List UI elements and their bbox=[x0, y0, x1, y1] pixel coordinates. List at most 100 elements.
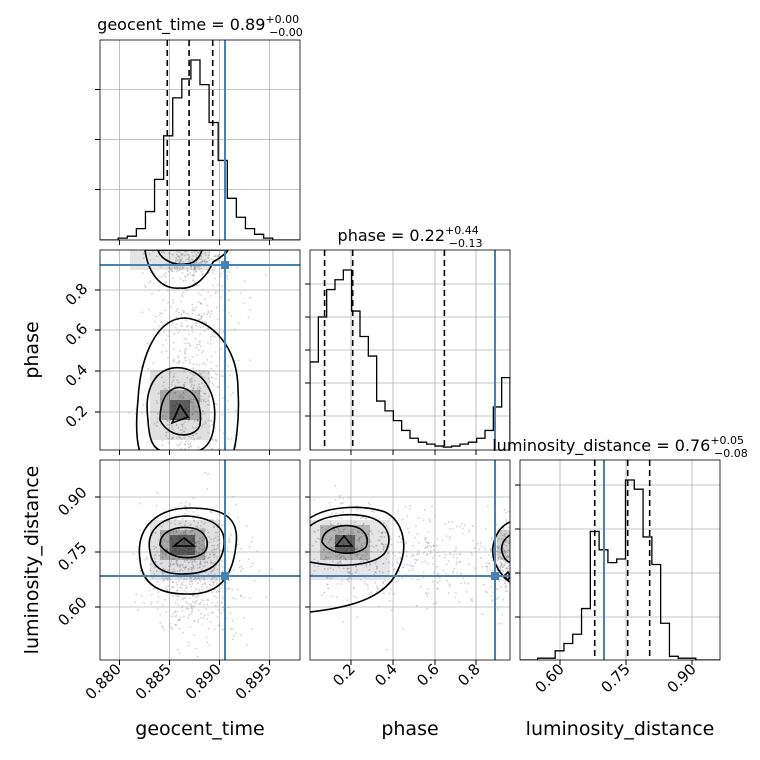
sample-point bbox=[190, 566, 192, 569]
sample-point bbox=[164, 515, 167, 518]
sample-point bbox=[134, 413, 137, 415]
sample-point bbox=[178, 360, 180, 362]
sample-point bbox=[176, 379, 179, 381]
sample-point bbox=[201, 623, 204, 625]
sample-point bbox=[514, 565, 516, 567]
sample-point bbox=[512, 546, 514, 548]
sample-point bbox=[217, 535, 219, 538]
sample-point bbox=[161, 385, 164, 387]
sample-point bbox=[159, 622, 162, 624]
sample-point bbox=[174, 615, 177, 618]
joint-geocent-time-phase-panel bbox=[95, 219, 301, 479]
sample-point bbox=[149, 563, 152, 566]
sample-point bbox=[484, 590, 487, 593]
sample-point bbox=[348, 567, 350, 570]
sample-point bbox=[507, 564, 510, 567]
sample-point bbox=[179, 553, 181, 556]
sample-point bbox=[328, 541, 330, 543]
sample-point bbox=[178, 565, 181, 568]
sample-point bbox=[445, 572, 447, 575]
sample-point bbox=[204, 422, 207, 425]
sample-point bbox=[366, 553, 368, 555]
sample-point bbox=[199, 326, 202, 329]
sample-point bbox=[388, 518, 390, 520]
sample-point bbox=[180, 325, 182, 327]
sample-point bbox=[146, 557, 149, 560]
sample-point bbox=[191, 560, 194, 563]
sample-point bbox=[199, 341, 201, 344]
sample-point bbox=[191, 563, 194, 566]
sample-point bbox=[496, 559, 499, 562]
sample-point bbox=[329, 523, 332, 525]
sample-point bbox=[154, 554, 156, 556]
sample-point bbox=[181, 581, 184, 584]
sample-point bbox=[194, 236, 196, 238]
sample-point bbox=[184, 447, 187, 450]
sample-point bbox=[364, 558, 367, 561]
sample-point bbox=[231, 392, 234, 394]
sample-point bbox=[199, 525, 202, 527]
sample-point bbox=[175, 270, 178, 273]
sample-point bbox=[383, 536, 386, 538]
sample-point bbox=[226, 399, 229, 402]
sample-point bbox=[501, 563, 504, 565]
tick-label: 0.75 bbox=[54, 538, 90, 574]
sample-point bbox=[181, 428, 184, 431]
sample-point bbox=[456, 557, 459, 560]
sample-point bbox=[210, 219, 212, 221]
sample-point bbox=[175, 624, 178, 627]
sample-point bbox=[204, 528, 207, 531]
sample-point bbox=[175, 323, 178, 326]
ticks bbox=[515, 484, 693, 665]
sample-point bbox=[505, 544, 507, 547]
sample-point bbox=[362, 523, 365, 526]
sample-point bbox=[353, 537, 356, 539]
sample-point bbox=[338, 553, 341, 556]
sample-point bbox=[187, 440, 189, 443]
sample-point bbox=[191, 413, 194, 416]
sample-point bbox=[181, 570, 184, 572]
sample-point bbox=[197, 594, 200, 596]
sample-point bbox=[199, 528, 202, 531]
sample-point bbox=[183, 531, 186, 534]
sample-point bbox=[362, 559, 364, 561]
sample-point bbox=[339, 523, 342, 525]
sample-point bbox=[368, 538, 371, 541]
sample-point bbox=[329, 539, 332, 541]
contours bbox=[135, 250, 240, 450]
sample-point bbox=[337, 528, 340, 530]
sample-point bbox=[169, 266, 171, 269]
sample-point bbox=[189, 398, 192, 401]
sample-point bbox=[166, 579, 169, 582]
sample-point bbox=[190, 548, 193, 550]
sample-point bbox=[357, 530, 359, 532]
sample-point bbox=[199, 436, 201, 439]
sample-point bbox=[458, 561, 461, 564]
sample-point bbox=[376, 587, 379, 590]
sample-point bbox=[496, 588, 499, 591]
hist-geocent-time-panel: geocent_time = 0.89+0.00 −0.00 bbox=[95, 13, 303, 245]
sample-point bbox=[515, 585, 517, 587]
sample-point bbox=[194, 540, 197, 543]
sample-point bbox=[353, 595, 355, 598]
sample-point bbox=[249, 296, 252, 299]
sample-point bbox=[226, 477, 228, 479]
sample-point bbox=[179, 538, 181, 540]
sample-point bbox=[172, 341, 175, 344]
sample-point bbox=[173, 563, 176, 566]
sample-point bbox=[189, 371, 192, 374]
sample-point bbox=[381, 536, 383, 538]
sample-point bbox=[174, 261, 177, 263]
sample-point bbox=[165, 432, 168, 434]
sample-point bbox=[361, 532, 363, 535]
sample-point bbox=[362, 516, 364, 519]
sample-point bbox=[496, 608, 499, 611]
sample-point bbox=[184, 421, 187, 423]
sample-point bbox=[182, 309, 184, 312]
sample-point bbox=[500, 538, 503, 541]
sample-point bbox=[137, 609, 139, 612]
sample-point bbox=[511, 604, 513, 606]
sample-point bbox=[184, 427, 187, 430]
sample-point bbox=[162, 577, 165, 579]
sample-point bbox=[215, 579, 218, 582]
